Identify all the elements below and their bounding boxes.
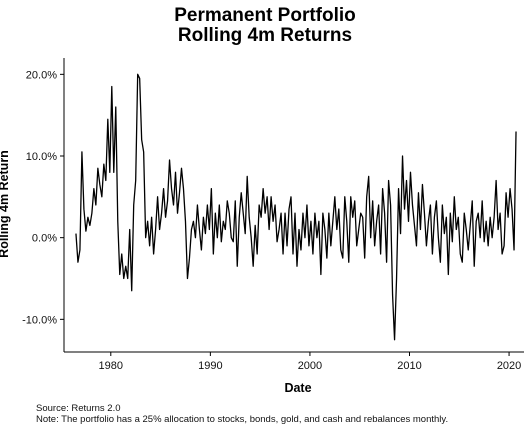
y-axis-label: Rolling 4m Return: [0, 150, 11, 258]
line-chart: -10.0% 0.0% 10.0% 20.0% 1980 1990 2000 2010 202…: [0, 58, 524, 395]
chart-subtitle: Rolling 4m Returns: [177, 25, 353, 46]
x-tick-label: 2010: [397, 360, 421, 372]
chart-title: Permanent Portfolio: [174, 5, 356, 26]
y-tick-label: 10.0%: [26, 151, 57, 163]
x-axis-label: Date: [284, 381, 311, 395]
x-axis-ticks: 1980 1990 2000 2010 2020: [99, 352, 521, 372]
x-tick-label: 2000: [298, 360, 322, 372]
x-tick-label: 1990: [198, 360, 222, 372]
series-line: [75, 73, 517, 341]
y-tick-label: 0.0%: [32, 233, 57, 245]
methodology-note: Note: The portfolio has a 25% allocation…: [36, 414, 449, 425]
source-note: Source: Returns 2.0: [36, 403, 121, 414]
x-tick-label: 2020: [497, 360, 521, 372]
y-tick-label: -10.0%: [22, 314, 57, 326]
y-tick-label: 20.0%: [26, 69, 57, 81]
x-tick-label: 1980: [99, 360, 123, 372]
y-axis-ticks: -10.0% 0.0% 10.0% 20.0%: [22, 69, 64, 326]
